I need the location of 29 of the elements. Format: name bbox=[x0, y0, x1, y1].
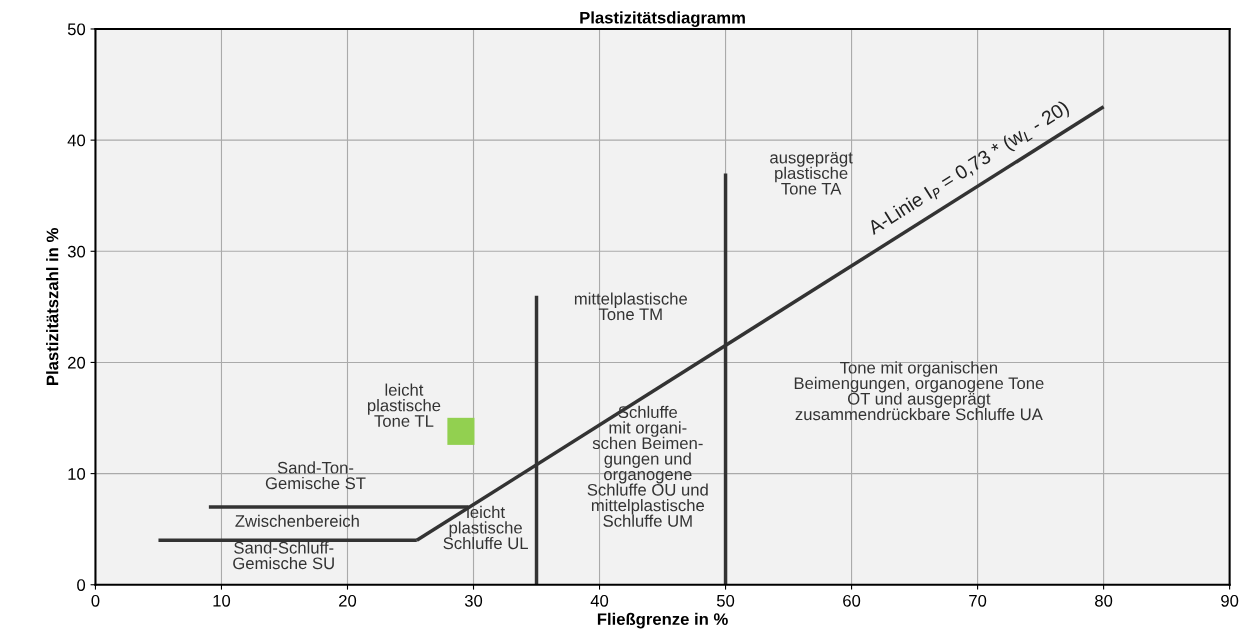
y-axis-title: Plastizitätszahl in % bbox=[46, 228, 59, 385]
x-tick-label: 90 bbox=[1221, 594, 1239, 607]
annotation: Sand-Ton- Gemische ST bbox=[265, 461, 366, 490]
x-tick-label: 30 bbox=[464, 594, 483, 607]
annotation: Tone mit organischen Beimengungen, organogene Tone OT und ausgeprägt zusammendrückbare Schluffe UA bbox=[794, 361, 1044, 421]
y-tick-label: 20 bbox=[68, 356, 86, 369]
y-tick-label: 40 bbox=[67, 134, 86, 147]
y-tick-label: 10 bbox=[68, 468, 86, 480]
annotation: ausgeprägt plastische Tone TA bbox=[770, 151, 853, 195]
x-tick-label: 60 bbox=[843, 594, 861, 607]
x-tick-label: 70 bbox=[969, 594, 987, 607]
annotation: Schluffe mit organi- schen Beimen- gungen und organogene Schluffe OU und mittelplastische Schluffe UM bbox=[587, 405, 708, 527]
x-tick-label: 50 bbox=[716, 594, 735, 607]
y-tick-label: 30 bbox=[67, 245, 86, 258]
x-tick-label: 0 bbox=[91, 594, 100, 607]
annotation: leicht plastische Tone TL bbox=[367, 383, 441, 427]
annotation: Sand-Schluff- Gemische SU bbox=[233, 541, 334, 570]
x-tick-label: 10 bbox=[213, 594, 231, 607]
annotation: Zwischenbereich bbox=[235, 514, 359, 527]
annotation: mittelplastische Tone TM bbox=[574, 292, 688, 321]
annotation: leicht plastische Schluffe UL bbox=[443, 505, 528, 550]
y-tick-label: 0 bbox=[77, 579, 86, 591]
y-tick-label: 50 bbox=[67, 23, 86, 36]
x-axis-title: Fließgrenze in % bbox=[597, 612, 728, 629]
text: A-Linie I$_{P}$ = 0,73 * (w$_{L}$ - 20) bbox=[866, 99, 1072, 239]
chart-title: Plastizitätsdiagramm bbox=[580, 11, 745, 27]
x-tick-label: 20 bbox=[339, 594, 357, 607]
x-tick-label: 80 bbox=[1095, 594, 1113, 607]
x-tick-label: 40 bbox=[590, 594, 609, 607]
